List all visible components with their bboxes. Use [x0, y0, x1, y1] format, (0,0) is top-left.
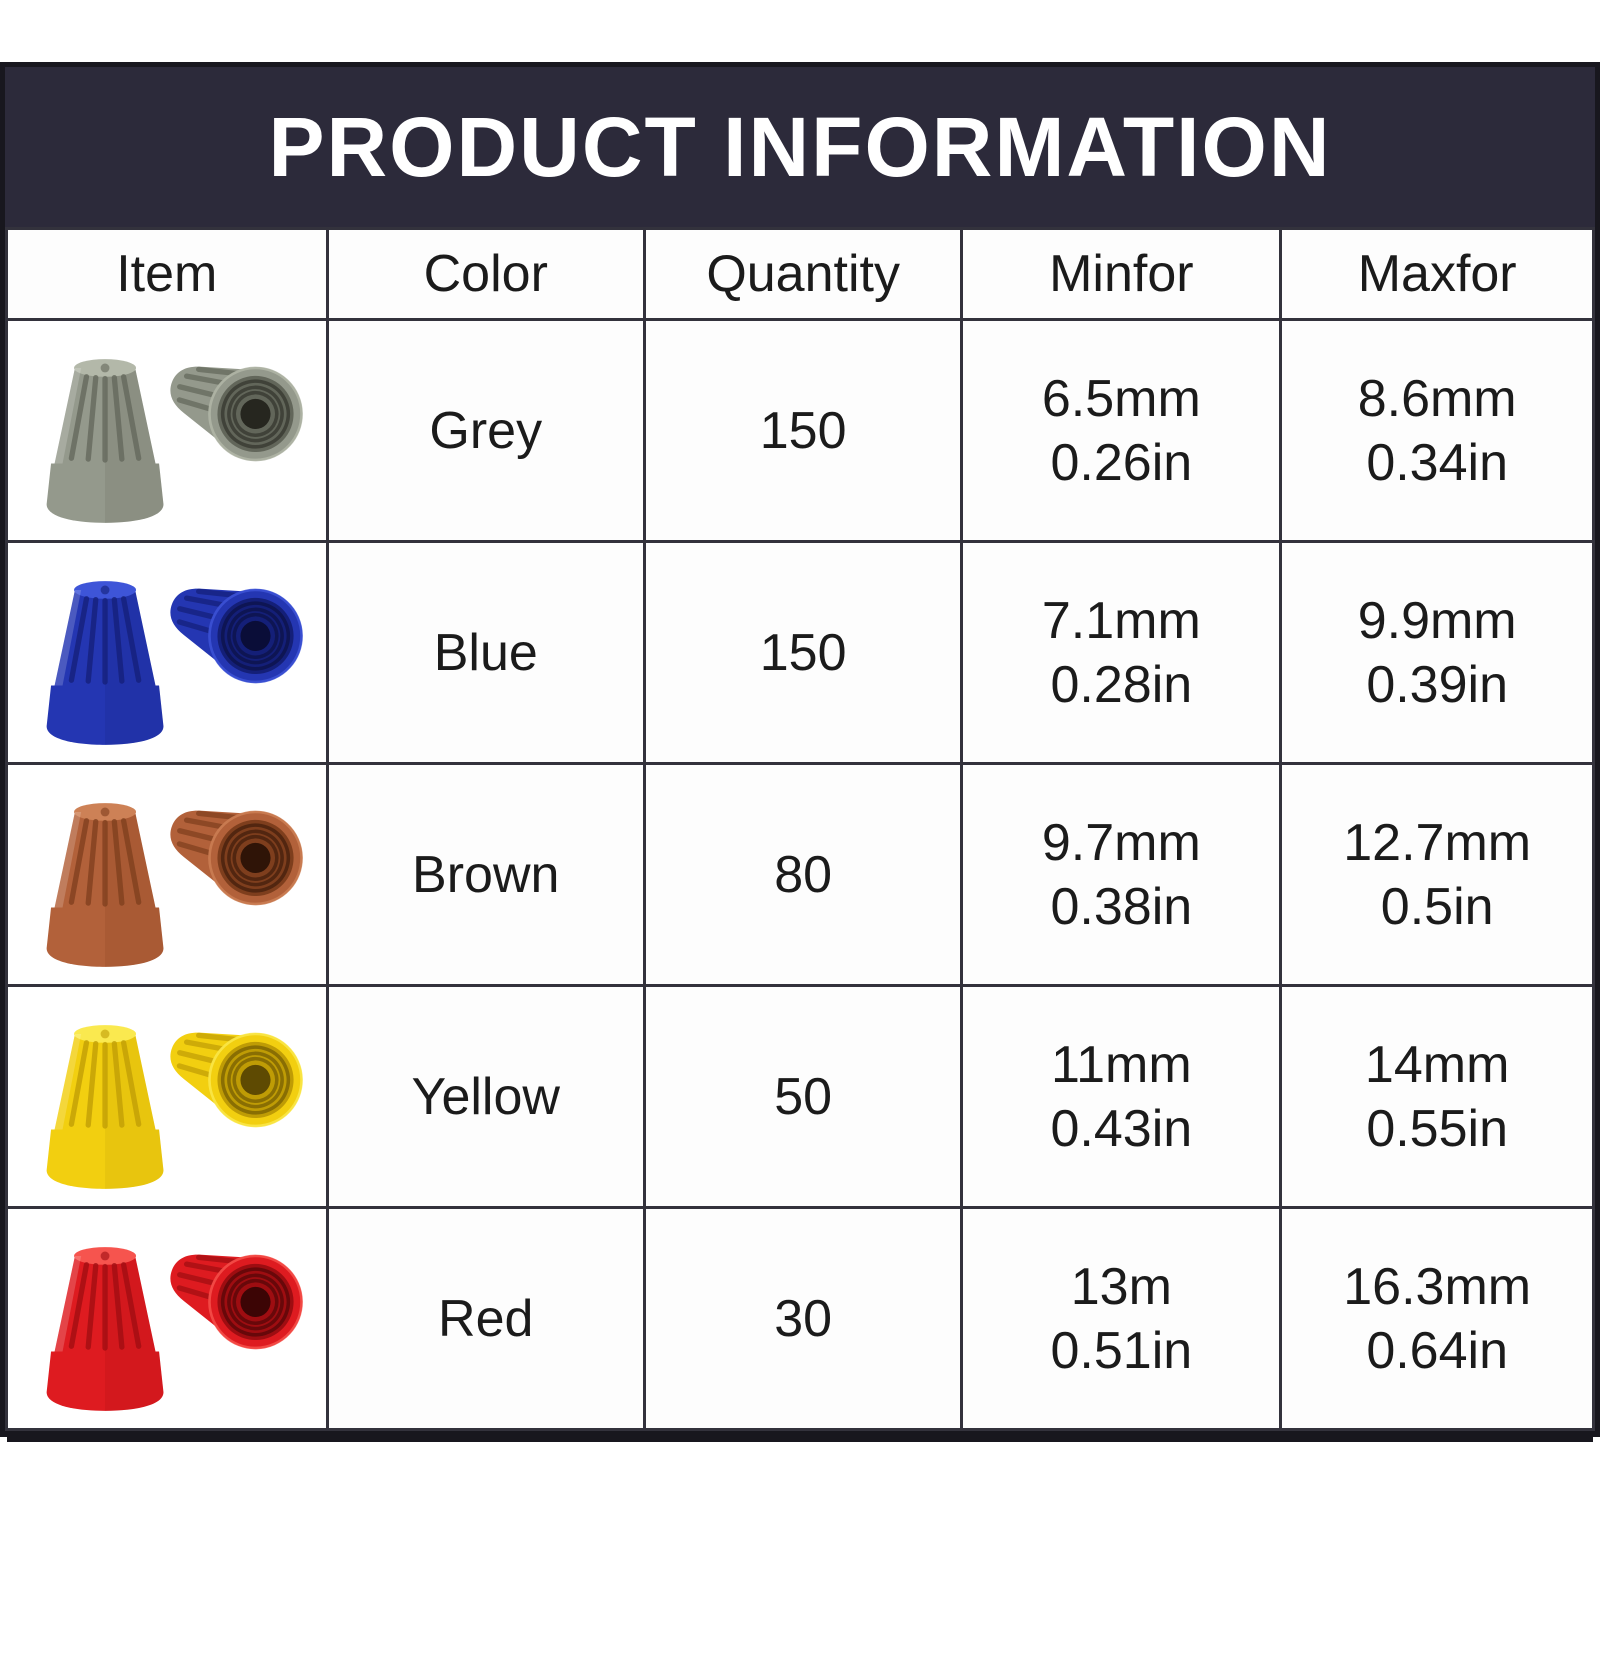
minfor-in-value: 0.43in	[1050, 1099, 1193, 1158]
minfor-cell: 13m 0.51in	[960, 1206, 1283, 1431]
item-image-cell	[5, 984, 329, 1209]
color-cell: Grey	[325, 318, 646, 543]
table-row-yellow: Yellow 50 11mm 0.43in 14mm 0.55in	[5, 984, 1595, 1209]
maxfor-mm-value: 9.9mm	[1357, 591, 1517, 650]
item-image-cell	[5, 540, 329, 765]
maxfor-in-value: 0.39in	[1366, 655, 1508, 714]
minfor-in-value: 0.26in	[1050, 433, 1193, 492]
minfor-in-value: 0.28in	[1050, 655, 1193, 714]
page-title: PRODUCT INFORMATION	[268, 99, 1332, 194]
col-header-minfor: Minfor	[960, 227, 1283, 321]
maxfor-cell: 8.6mm 0.34in	[1279, 318, 1595, 543]
color-cell: Brown	[325, 762, 646, 987]
product-info-panel: PRODUCT INFORMATION Item Color Quantity …	[0, 62, 1600, 1437]
maxfor-mm-value: 16.3mm	[1343, 1257, 1532, 1316]
blue-wire-connectors-image	[16, 551, 318, 759]
minfor-cell: 11mm 0.43in	[960, 984, 1283, 1209]
table-row-red: Red 30 13m 0.51in 16.3mm 0.64in	[5, 1206, 1595, 1431]
maxfor-cell: 12.7mm 0.5in	[1279, 762, 1595, 987]
maxfor-in-value: 0.64in	[1366, 1321, 1508, 1380]
maxfor-cell: 16.3mm 0.64in	[1279, 1206, 1595, 1431]
maxfor-mm-value: 8.6mm	[1357, 369, 1517, 428]
maxfor-in-value: 0.5in	[1380, 877, 1494, 936]
header-row: Item Color Quantity Minfor Maxfor	[5, 227, 1595, 321]
title-band: PRODUCT INFORMATION	[5, 67, 1595, 227]
minfor-cell: 9.7mm 0.38in	[960, 762, 1283, 987]
minfor-cell: 6.5mm 0.26in	[960, 318, 1283, 543]
color-cell: Yellow	[325, 984, 646, 1209]
quantity-cell: 80	[642, 762, 964, 987]
maxfor-cell: 14mm 0.55in	[1279, 984, 1595, 1209]
minfor-in-value: 0.51in	[1050, 1321, 1193, 1380]
quantity-cell: 30	[642, 1206, 964, 1431]
color-cell: Red	[325, 1206, 646, 1431]
col-header-maxfor: Maxfor	[1279, 227, 1595, 321]
item-image-cell	[5, 318, 329, 543]
yellow-wire-connectors-image	[16, 995, 318, 1203]
quantity-cell: 50	[642, 984, 964, 1209]
maxfor-cell: 9.9mm 0.39in	[1279, 540, 1595, 765]
maxfor-in-value: 0.55in	[1366, 1099, 1508, 1158]
col-header-color: Color	[325, 227, 646, 321]
table-row-brown: Brown 80 9.7mm 0.38in 12.7mm 0.5in	[5, 762, 1595, 987]
minfor-mm-value: 7.1mm	[1041, 591, 1201, 650]
maxfor-in-value: 0.34in	[1366, 433, 1508, 492]
quantity-cell: 150	[642, 540, 964, 765]
minfor-mm-value: 6.5mm	[1041, 369, 1201, 428]
item-image-cell	[5, 1206, 329, 1431]
quantity-cell: 150	[642, 318, 964, 543]
minfor-mm-value: 9.7mm	[1041, 813, 1201, 872]
red-wire-connectors-image	[16, 1217, 318, 1425]
minfor-cell: 7.1mm 0.28in	[960, 540, 1283, 765]
color-cell: Blue	[325, 540, 646, 765]
col-header-item: Item	[5, 227, 329, 321]
grey-wire-connectors-image	[16, 329, 318, 537]
maxfor-mm-value: 12.7mm	[1343, 813, 1532, 872]
table-row-blue: Blue 150 7.1mm 0.28in 9.9mm 0.39in	[5, 540, 1595, 765]
product-info-table: Item Color Quantity Minfor Maxfor Grey 1…	[5, 227, 1595, 1431]
col-header-quantity: Quantity	[642, 227, 964, 321]
maxfor-mm-value: 14mm	[1364, 1035, 1510, 1094]
brown-wire-connectors-image	[16, 773, 318, 981]
minfor-mm-value: 11mm	[1051, 1035, 1192, 1094]
minfor-in-value: 0.38in	[1050, 877, 1193, 936]
minfor-mm-value: 13m	[1070, 1257, 1172, 1316]
item-image-cell	[5, 762, 329, 987]
table-row-grey: Grey 150 6.5mm 0.26in 8.6mm 0.34in	[5, 318, 1595, 543]
